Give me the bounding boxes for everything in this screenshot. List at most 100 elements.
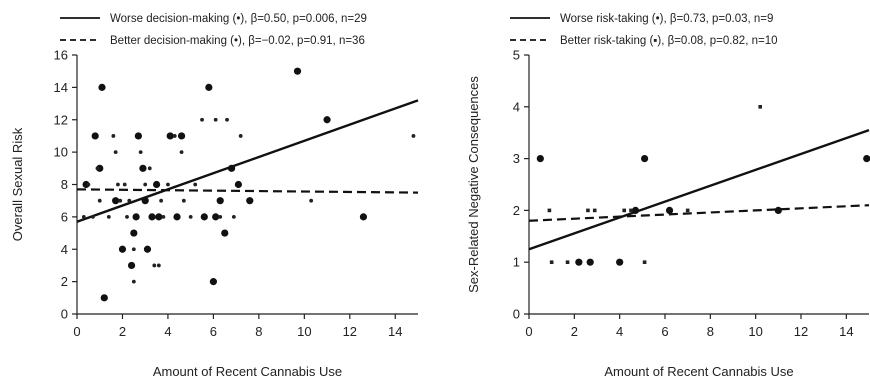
y-axis-label: Overall Sexual Risk (10, 127, 25, 241)
data-point-worse (293, 67, 302, 75)
data-point-worse (359, 213, 368, 221)
data-point-worse (586, 258, 594, 266)
data-point-better (193, 182, 198, 187)
data-point-better (188, 214, 193, 219)
data-point-worse (139, 164, 147, 172)
data-point-worse (177, 132, 186, 140)
x-tick-label: 4 (164, 324, 171, 339)
data-point-better (218, 214, 223, 219)
data-point-worse (152, 180, 161, 189)
data-point-better (179, 150, 184, 155)
data-point-better (131, 279, 136, 284)
data-point-better (547, 208, 552, 213)
data-point-better (411, 134, 416, 138)
data-point-worse (536, 155, 544, 163)
y-tick-label: 1 (513, 255, 520, 270)
data-point-worse (173, 213, 181, 221)
data-point-worse (212, 213, 220, 221)
y-tick-label: 8 (61, 177, 68, 192)
data-point-better (143, 182, 148, 187)
data-point-worse (616, 258, 624, 266)
data-point-worse (234, 180, 243, 189)
x-tick-label: 2 (119, 324, 126, 339)
x-tick-label: 10 (748, 324, 762, 339)
data-point-better (159, 198, 164, 203)
data-point-worse (205, 83, 213, 91)
data-point-worse (155, 213, 163, 221)
y-tick-label: 16 (54, 48, 68, 63)
data-point-worse (323, 116, 331, 124)
y-tick-label: 5 (513, 48, 520, 63)
data-point-better (565, 260, 570, 264)
data-point-worse (209, 278, 217, 286)
x-tick-label: 12 (343, 324, 357, 339)
data-point-worse (665, 206, 674, 214)
data-point-better (138, 150, 143, 155)
data-point-better (127, 198, 132, 203)
data-point-better (172, 134, 177, 138)
data-point-worse (641, 155, 649, 163)
data-point-better (97, 198, 102, 203)
data-point-better (152, 263, 157, 268)
y-tick-label: 0 (513, 307, 520, 322)
regression-line-better (76, 188, 419, 194)
data-point-worse (221, 229, 229, 237)
data-point-better (238, 134, 243, 138)
data-point-better (225, 117, 229, 122)
data-point-better (309, 198, 314, 203)
data-point-worse (216, 197, 224, 205)
data-point-worse (134, 132, 142, 140)
data-point-worse (200, 213, 208, 221)
data-point-worse (132, 213, 140, 221)
x-tick-label: 10 (297, 324, 311, 339)
x-tick-label: 12 (794, 324, 808, 339)
x-tick-label: 14 (839, 324, 853, 339)
data-point-worse (118, 245, 127, 253)
y-tick-label: 2 (61, 274, 68, 289)
data-point-better (118, 198, 123, 203)
y-axis-label: Sex-Related Negative Consequences (466, 76, 481, 293)
data-point-better (111, 134, 116, 138)
data-point-worse (112, 197, 120, 205)
x-tick-label: 2 (571, 324, 578, 339)
y-tick-label: 6 (61, 209, 68, 224)
data-point-better (86, 182, 91, 187)
data-point-better (200, 117, 204, 122)
x-axis-label: Amount of Recent Cannabis Use (604, 364, 793, 379)
y-tick-label: 4 (513, 99, 520, 114)
regression-line-worse (76, 99, 419, 223)
x-tick-label: 0 (73, 324, 80, 339)
x-tick-label: 6 (210, 324, 217, 339)
data-point-worse (127, 261, 136, 270)
legend-label-worse-risk: Worse risk-taking (•), β=0.73, p=0.03, n… (560, 13, 773, 25)
data-point-better (113, 150, 118, 155)
data-point-better (147, 166, 152, 171)
data-point-worse (863, 155, 870, 163)
data-point-worse (100, 294, 108, 302)
data-point-better (166, 182, 170, 187)
y-tick-label: 14 (54, 80, 68, 95)
y-tick-label: 0 (61, 307, 68, 322)
x-tick-label: 0 (525, 324, 532, 339)
data-point-worse (98, 83, 106, 91)
data-point-worse (91, 132, 99, 140)
y-tick-label: 10 (54, 145, 68, 160)
y-tick-label: 2 (513, 203, 520, 218)
data-point-better (81, 214, 86, 219)
data-point-better (629, 208, 633, 213)
data-point-better (106, 214, 111, 219)
data-point-better (758, 105, 762, 109)
data-point-better (161, 214, 166, 219)
data-point-worse (166, 132, 174, 140)
data-point-better (622, 208, 626, 213)
data-point-worse (246, 197, 254, 205)
x-axis-label: Amount of Recent Cannabis Use (153, 364, 342, 379)
data-point-better (642, 260, 647, 264)
left-scatter-panel: Worse decision-making (•), β=0.50, p=0.0… (10, 13, 419, 379)
data-point-better (122, 182, 127, 187)
data-point-better (685, 208, 690, 213)
data-point-better (91, 214, 95, 219)
x-tick-label: 8 (707, 324, 714, 339)
data-point-better (156, 263, 161, 268)
